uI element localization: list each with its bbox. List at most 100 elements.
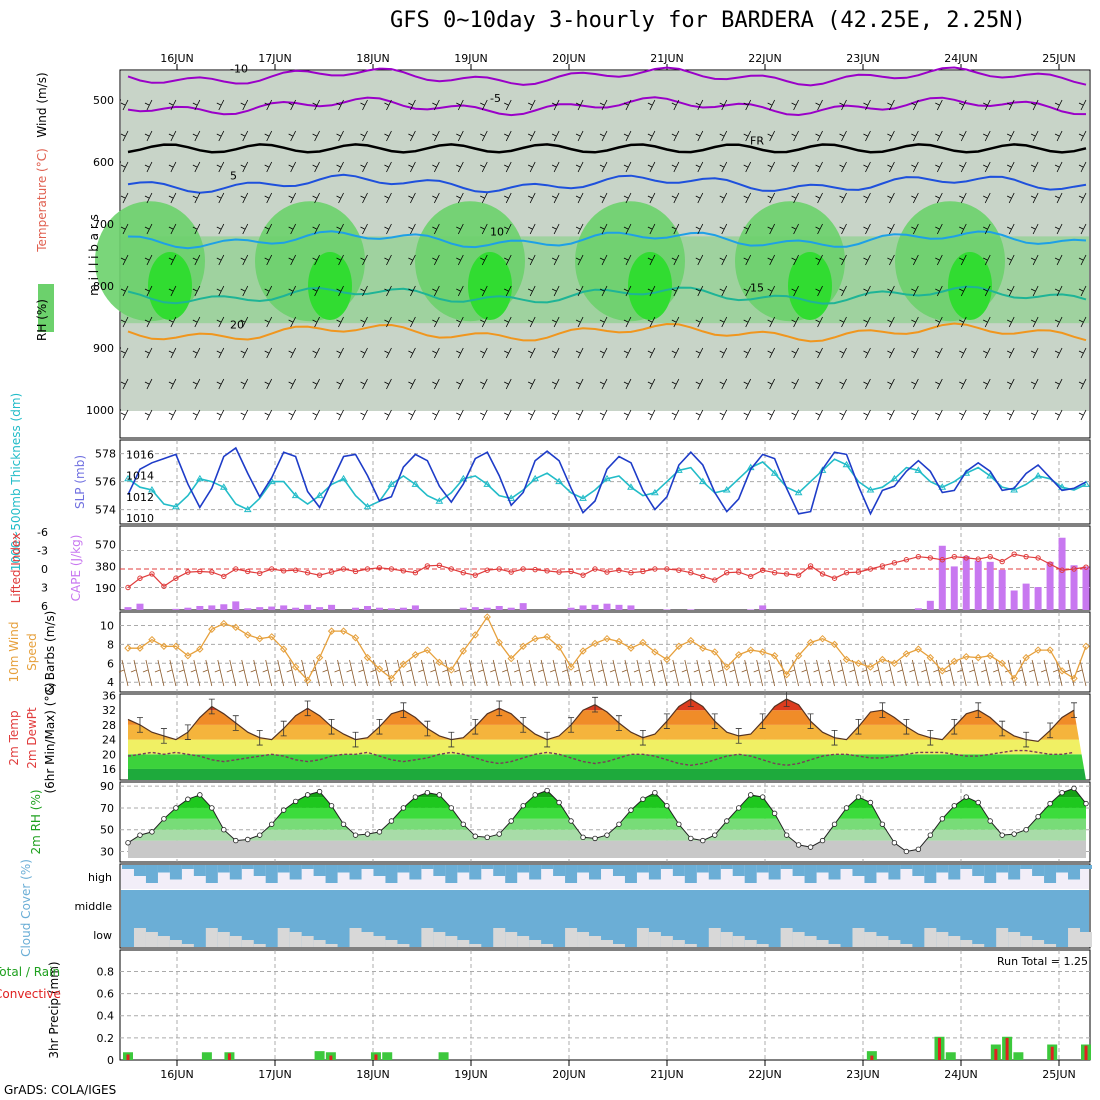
isotherm-line	[127, 96, 1087, 117]
wind-barb	[839, 99, 847, 111]
cloud-high-bar	[565, 865, 578, 883]
lifted-index-point	[795, 572, 802, 578]
rh-point	[580, 834, 586, 841]
cloud-high-bar	[145, 865, 158, 883]
wind-barb	[312, 223, 320, 235]
rh-point	[724, 818, 730, 824]
wind-speed-point	[531, 634, 539, 643]
cloud-low-gap	[325, 944, 338, 947]
wind-barb	[623, 223, 632, 235]
lifted-index-point	[1047, 561, 1053, 567]
wind-barb-10m	[406, 659, 416, 687]
cloud-low-gap	[217, 932, 230, 947]
rh-point	[759, 794, 766, 800]
wind-barb	[1078, 409, 1087, 421]
wind-barb	[935, 254, 943, 266]
pressure-tick-label: 700	[93, 218, 114, 231]
rh-point	[161, 816, 167, 822]
wind-speed-point	[830, 640, 839, 649]
wind-barb	[839, 285, 847, 297]
wind-barb	[360, 192, 368, 204]
cloud-level-label: high	[88, 871, 112, 884]
wind-barb	[480, 285, 488, 297]
wind-barb	[216, 285, 225, 297]
date-label-bottom: 24JUN	[944, 1068, 978, 1081]
wind-barb-10m	[945, 659, 955, 687]
wind-barb	[1054, 347, 1063, 359]
wind-barb	[360, 130, 368, 142]
cloud-low-gap	[744, 940, 757, 947]
wind-barb	[288, 254, 297, 266]
isotherm-label: 20	[230, 319, 244, 332]
wind-barb	[264, 347, 273, 359]
wind-barb	[1006, 192, 1015, 204]
thickness-marker	[124, 474, 132, 482]
wind-barb	[264, 161, 273, 173]
wind-barb	[408, 347, 416, 359]
date-label-bottom: 25JUN	[1042, 1068, 1076, 1081]
cloud-high-bar	[876, 865, 889, 873]
wind-speed-point	[555, 643, 563, 651]
thickness-marker	[986, 472, 995, 479]
rh-point	[484, 834, 490, 841]
wind-barb-10m	[178, 659, 189, 687]
precip-convective-bar	[374, 1054, 378, 1060]
cloud-high-bar	[169, 865, 182, 880]
lifted-index-point	[724, 570, 730, 576]
wind-barb	[671, 316, 680, 328]
wind-barb	[216, 316, 225, 328]
wind-barb	[264, 316, 273, 328]
wind-speed-point	[818, 634, 827, 643]
cloud-low-gap	[529, 940, 542, 947]
wind-barb	[743, 316, 752, 328]
wind-barb	[599, 254, 608, 266]
wind-speed-point	[711, 648, 719, 656]
slp-tick: 1016	[126, 448, 154, 461]
wind-barb	[935, 161, 943, 173]
wind-barb-10m	[250, 659, 261, 687]
wind-barb	[1006, 347, 1015, 359]
rh-point	[304, 792, 311, 798]
wind-barb	[1030, 161, 1039, 173]
rh-point	[975, 799, 981, 806]
cloud-low-gap	[1080, 932, 1092, 947]
precip-convective-bar	[870, 1055, 874, 1060]
minmax-whisker	[280, 720, 287, 737]
cape-bar	[471, 607, 479, 610]
wind-barb	[432, 192, 440, 204]
wind-barb	[839, 223, 847, 235]
rh-color-band	[128, 818, 1086, 830]
cape-bar	[244, 608, 252, 610]
wind-barb	[168, 161, 177, 173]
wind-barb	[599, 99, 608, 111]
wind-barb	[839, 316, 847, 328]
minmax-whisker	[328, 718, 335, 735]
wind-barb	[1078, 347, 1087, 359]
cloud-low-gap	[900, 944, 913, 947]
wind-barb-10m	[358, 659, 368, 687]
cloud-high-bar	[433, 865, 446, 876]
lifted-index-point	[304, 570, 311, 576]
wind-barb	[312, 99, 320, 111]
lifted-index-point	[556, 569, 562, 575]
cloud-low-gap	[241, 940, 254, 947]
cloud-high-bar	[936, 865, 949, 873]
wind-barb	[1030, 347, 1039, 359]
cloud-high-bar	[241, 865, 254, 869]
wind-speed-point	[435, 658, 444, 667]
rh-point	[891, 840, 898, 846]
wind-barb	[743, 223, 752, 235]
wind-barb-10m	[430, 659, 440, 687]
wind-barb	[695, 316, 704, 328]
wind-barb	[360, 99, 368, 111]
rh-point	[867, 799, 874, 806]
cloud-high-bar	[469, 865, 482, 880]
wind-barb	[384, 378, 392, 390]
pressure-axis-label: m i l l i b a r s	[87, 214, 101, 296]
wind-barb	[1006, 285, 1015, 297]
wind-barb	[384, 223, 392, 235]
lifted-index-point	[292, 567, 299, 573]
rh-point	[197, 792, 203, 798]
wind-barb	[839, 130, 847, 142]
wind-barb	[480, 409, 488, 421]
